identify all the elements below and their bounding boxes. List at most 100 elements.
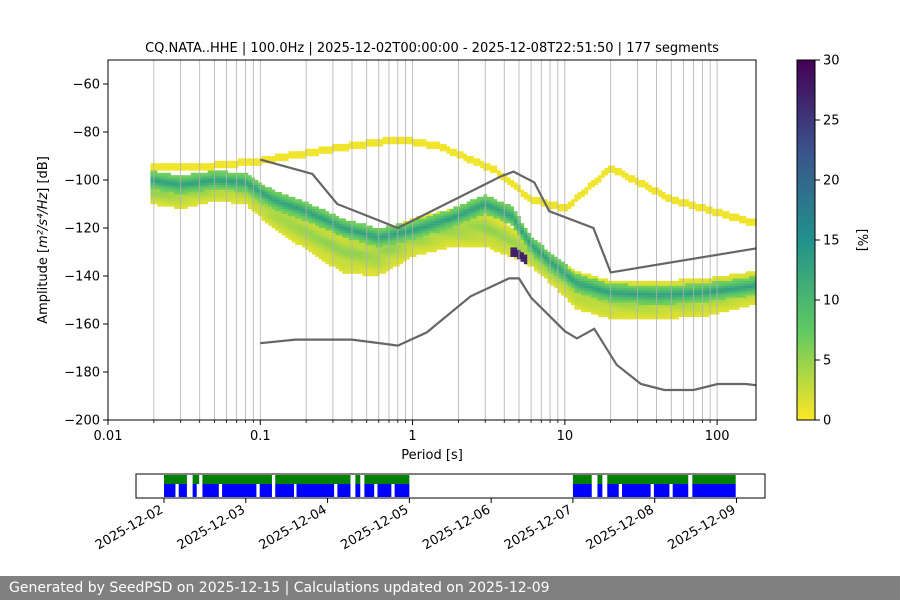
psd-density-cell (298, 151, 303, 154)
psd-density-cell (490, 168, 494, 171)
psd-density-cell (261, 189, 266, 193)
y-axis-label: Amplitude [m²/s⁴/Hz] [dB] (36, 156, 51, 324)
psd-density-cell (490, 237, 494, 241)
psd-density-cell (446, 242, 451, 245)
psd-density-cell (375, 247, 380, 250)
psd-density-cell (574, 307, 578, 310)
psd-density-cell (244, 199, 249, 202)
psd-density-cell (412, 232, 417, 236)
psd-density-cell (665, 292, 669, 296)
psd-density-cell (500, 237, 504, 241)
psd-density-cell (150, 170, 155, 173)
psd-density-cell (163, 163, 168, 166)
psd-density-cell (254, 208, 259, 212)
psd-density-cell (301, 208, 306, 212)
psd-density-cell (332, 232, 336, 236)
psd-density-cell (379, 230, 383, 233)
psd-density-cell (500, 172, 504, 176)
psd-density-cell (295, 237, 299, 241)
psd-density-cell (540, 256, 545, 260)
psd-density-cell (295, 156, 299, 159)
psd-density-cell (675, 201, 679, 205)
psd-density-cell (476, 240, 481, 243)
psd-density-cell (325, 252, 330, 255)
psd-density-cell (601, 283, 605, 286)
psd-density-cell (419, 223, 424, 226)
segment-bar (364, 484, 375, 497)
psd-density-cell (227, 196, 232, 200)
psd-density-cell (681, 297, 686, 301)
psd-density-cell (658, 290, 663, 293)
psd-density-cell (187, 165, 192, 169)
psd-density-cell (581, 292, 585, 296)
psd-density-cell (658, 295, 663, 298)
psd-density-cell (581, 304, 585, 308)
psd-density-cell (597, 283, 602, 286)
psd-density-cell (443, 220, 447, 224)
psd-density-cell (335, 240, 340, 243)
psd-density-cell (274, 208, 279, 212)
psd-density-cell (480, 225, 484, 229)
psd-density-cell (638, 309, 642, 313)
psd-density-cell (648, 295, 653, 298)
psd-density-cell (678, 314, 683, 317)
psd-density-cell (507, 216, 511, 219)
psd-density-cell (375, 252, 380, 255)
psd-density-cell (695, 278, 700, 281)
psd-density-cell (557, 278, 562, 281)
psd-density-cell (285, 230, 289, 233)
psd-density-cell (594, 290, 599, 293)
psd-density-cell (385, 264, 390, 267)
psd-density-cell (322, 242, 326, 245)
psd-density-cell (550, 278, 555, 281)
psd-density-cell (665, 314, 669, 317)
psd-density-cell (153, 182, 158, 185)
psd-density-cell (500, 244, 504, 248)
psd-density-cell (550, 256, 555, 260)
psd-density-cell (285, 228, 289, 231)
segment-bar (597, 484, 603, 497)
psd-density-cell (311, 206, 316, 209)
psd-density-cell (574, 280, 578, 284)
psd-density-cell (490, 242, 494, 245)
psd-density-cell (332, 237, 336, 241)
psd-density-cell (211, 182, 215, 185)
psd-density-cell (681, 292, 686, 296)
psd-density-cell (722, 295, 727, 298)
psd-density-cell (678, 290, 683, 293)
psd-density-cell (194, 165, 198, 169)
psd-density-cell (648, 285, 653, 289)
psd-density-cell (271, 208, 276, 212)
psd-density-cell (749, 295, 753, 298)
psd-density-cell (735, 288, 740, 291)
psd-density-cell (587, 288, 592, 291)
psd-density-cell (681, 278, 686, 281)
psd-density-cell (712, 312, 716, 315)
psd-density-cell (513, 223, 518, 226)
psd-density-cell (540, 254, 545, 257)
psd-density-cell (211, 199, 215, 202)
psd-density-cell (322, 259, 326, 262)
psd-density-cell (315, 223, 319, 226)
psd-density-cell (352, 141, 356, 145)
psd-density-cell (597, 180, 602, 183)
psd-density-cell (611, 283, 615, 286)
psd-density-cell (510, 208, 515, 212)
psd-density-cell (433, 218, 437, 221)
psd-density-cell (160, 177, 165, 181)
psd-density-cell (631, 177, 636, 181)
availability-bar (607, 475, 689, 484)
segment-bar (692, 484, 736, 497)
psd-density-cell (671, 309, 676, 313)
psd-density-cell (732, 288, 737, 291)
psd-density-cell (227, 184, 232, 188)
psd-density-cell (271, 220, 276, 224)
psd-density-cell (174, 177, 178, 181)
psd-density-cell (342, 228, 346, 231)
psd-density-cell (708, 300, 713, 303)
psd-density-cell (305, 247, 309, 250)
psd-density-cell (661, 194, 666, 197)
psd-density-cell (295, 242, 299, 245)
psd-density-cell (705, 304, 710, 308)
psd-density-cell (641, 182, 646, 185)
